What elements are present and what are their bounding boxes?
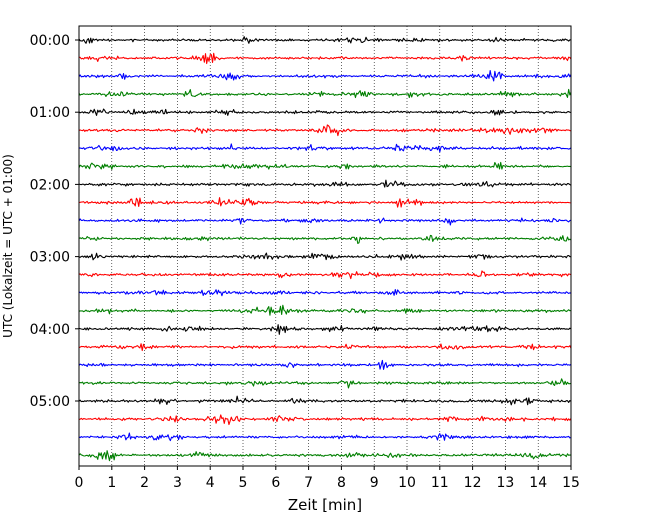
x-tick-label-2: 2 (140, 475, 149, 491)
trace-row-19 (78, 378, 572, 389)
x-tick-label-14: 14 (529, 475, 547, 491)
trace-row-23 (78, 450, 572, 462)
y-tick-label-4: 04:00 (30, 322, 70, 338)
x-tick-label-12: 12 (464, 475, 482, 491)
y-tick-label-3: 03:00 (30, 250, 70, 266)
x-tick-label-7: 7 (304, 475, 313, 491)
y-axis-ticks: 00:00 01:00 02:00 03:00 04:00 05:00 (30, 33, 79, 410)
y-tick-label-1: 01:00 (30, 105, 70, 121)
x-tick-label-1: 1 (107, 475, 116, 491)
trace-row-20 (78, 395, 572, 406)
x-axis-label: Zeit [min] (288, 496, 362, 514)
x-tick-label-5: 5 (239, 475, 248, 491)
trace-row-17 (78, 343, 572, 352)
trace-row-8 (78, 179, 572, 188)
vertical-gridlines (111, 26, 539, 466)
trace-row-11 (78, 234, 572, 244)
x-tick-label-8: 8 (337, 475, 346, 491)
x-axis-ticks: 0 1 2 3 4 5 6 7 8 9 10 11 12 13 14 15 (75, 466, 580, 491)
trace-row-1 (78, 52, 572, 65)
trace-row-7 (78, 161, 572, 170)
trace-row-6 (78, 143, 572, 153)
trace-row-21 (78, 414, 572, 426)
x-tick-label-11: 11 (431, 475, 449, 491)
trace-row-0 (78, 36, 572, 44)
x-tick-label-15: 15 (562, 475, 580, 491)
trace-row-2 (78, 70, 572, 82)
x-tick-label-0: 0 (75, 475, 84, 491)
trace-row-15 (78, 304, 572, 316)
y-tick-label-0: 00:00 (30, 33, 70, 49)
x-tick-label-10: 10 (398, 475, 416, 491)
trace-row-5 (78, 124, 572, 137)
trace-row-10 (78, 217, 572, 226)
trace-row-16 (78, 324, 572, 335)
x-tick-label-4: 4 (206, 475, 215, 491)
plot-frame (78, 25, 572, 467)
y-tick-label-5: 05:00 (30, 394, 70, 410)
trace-row-9 (78, 197, 572, 208)
trace-row-13 (78, 270, 572, 280)
trace-row-3 (78, 88, 572, 99)
x-tick-label-6: 6 (271, 475, 280, 491)
seismic-traces (78, 36, 572, 462)
trace-row-18 (78, 359, 572, 370)
trace-row-14 (78, 289, 572, 297)
trace-row-22 (78, 432, 572, 442)
y-axis-label: UTC (Lokalzeit = UTC + 01:00) (1, 154, 15, 338)
x-tick-label-3: 3 (173, 475, 182, 491)
trace-row-4 (78, 108, 572, 116)
trace-row-12 (78, 252, 572, 261)
x-tick-label-13: 13 (496, 475, 514, 491)
x-tick-label-9: 9 (370, 475, 379, 491)
y-tick-label-2: 02:00 (30, 177, 70, 193)
